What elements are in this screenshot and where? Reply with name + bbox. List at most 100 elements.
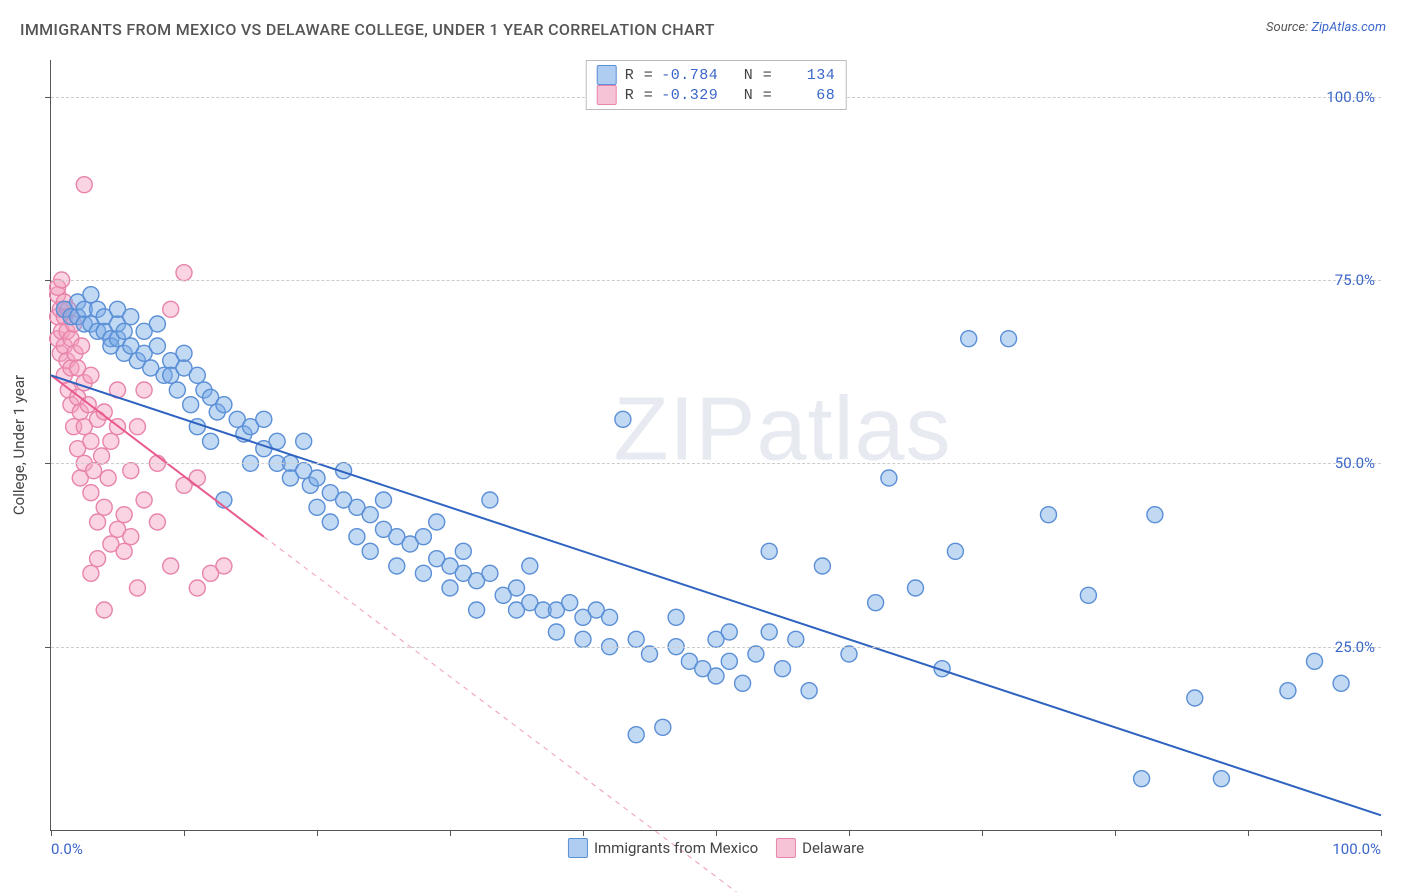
chart-plot-area: College, Under 1 year ZIPatlas R = -0.78… <box>50 60 1381 831</box>
scatter-point-mexico <box>509 580 525 596</box>
legend-n-label: N = <box>744 87 773 104</box>
scatter-point-delaware <box>86 463 102 479</box>
gridline <box>51 647 1381 648</box>
source-link[interactable]: ZipAtlas.com <box>1311 20 1386 35</box>
scatter-point-mexico <box>362 543 378 559</box>
x-tick <box>450 830 451 836</box>
scatter-point-delaware <box>123 529 139 545</box>
legend-r-value-delaware: -0.329 <box>661 87 718 104</box>
scatter-point-delaware <box>163 558 179 574</box>
x-axis-label-0: 0.0% <box>51 840 83 858</box>
scatter-point-mexico <box>721 653 737 669</box>
scatter-point-mexico <box>415 565 431 581</box>
x-tick <box>184 830 185 836</box>
legend-bottom: Immigrants from Mexico Delaware <box>568 838 864 858</box>
scatter-point-mexico <box>1307 653 1323 669</box>
legend-swatch-mexico <box>597 65 617 85</box>
scatter-point-mexico <box>708 668 724 684</box>
scatter-point-mexico <box>628 631 644 647</box>
scatter-point-mexico <box>735 675 751 691</box>
scatter-point-delaware <box>123 463 139 479</box>
x-tick <box>51 830 52 836</box>
scatter-point-mexico <box>868 595 884 611</box>
y-tick <box>45 97 51 98</box>
scatter-point-delaware <box>136 382 152 398</box>
legend-stats-row-mexico: R = -0.784 N = 134 <box>597 65 836 85</box>
legend-item-mexico: Immigrants from Mexico <box>568 838 758 858</box>
scatter-point-mexico <box>269 433 285 449</box>
legend-label-delaware: Delaware <box>802 839 864 857</box>
scatter-point-mexico <box>655 719 671 735</box>
scatter-point-mexico <box>216 397 232 413</box>
scatter-point-mexico <box>615 411 631 427</box>
scatter-point-delaware <box>100 470 116 486</box>
scatter-point-delaware <box>76 177 92 193</box>
y-tick-label: 25.0% <box>1335 638 1375 656</box>
legend-n-label: N = <box>744 67 773 84</box>
legend-r-value-mexico: -0.784 <box>661 67 718 84</box>
x-tick <box>716 830 717 836</box>
scatter-point-delaware <box>116 543 132 559</box>
x-tick <box>1115 830 1116 836</box>
scatter-point-delaware <box>96 602 112 618</box>
scatter-point-mexico <box>183 397 199 413</box>
scatter-point-mexico <box>482 565 498 581</box>
scatter-point-delaware <box>116 507 132 523</box>
scatter-point-delaware <box>74 338 90 354</box>
x-axis-label-100: 100.0% <box>1332 840 1381 858</box>
x-tick <box>1248 830 1249 836</box>
scatter-point-mexico <box>309 470 325 486</box>
y-tick-label: 50.0% <box>1335 454 1375 472</box>
scatter-point-mexico <box>575 631 591 647</box>
scatter-point-mexico <box>482 492 498 508</box>
scatter-point-mexico <box>1041 507 1057 523</box>
scatter-point-delaware <box>129 580 145 596</box>
scatter-point-mexico <box>721 624 737 640</box>
y-tick-label: 100.0% <box>1326 88 1375 106</box>
scatter-point-mexico <box>362 507 378 523</box>
scatter-point-mexico <box>881 470 897 486</box>
scatter-point-mexico <box>602 609 618 625</box>
scatter-point-delaware <box>83 433 99 449</box>
scatter-point-mexico <box>1333 675 1349 691</box>
legend-swatch-mexico-bottom <box>568 838 588 858</box>
y-tick <box>45 280 51 281</box>
scatter-point-mexico <box>642 646 658 662</box>
scatter-point-mexico <box>429 514 445 530</box>
scatter-point-mexico <box>1080 587 1096 603</box>
scatter-point-mexico <box>415 529 431 545</box>
scatter-point-mexico <box>748 646 764 662</box>
scatter-point-mexico <box>169 382 185 398</box>
scatter-point-mexico <box>149 316 165 332</box>
y-tick <box>45 463 51 464</box>
x-tick <box>583 830 584 836</box>
scatter-point-mexico <box>1134 771 1150 787</box>
scatter-point-mexico <box>455 543 471 559</box>
legend-n-value-mexico: 134 <box>780 67 835 84</box>
x-tick <box>317 830 318 836</box>
scatter-point-delaware <box>83 485 99 501</box>
scatter-point-mexico <box>469 602 485 618</box>
scatter-point-mexico <box>1001 331 1017 347</box>
scatter-point-mexico <box>189 367 205 383</box>
scatter-point-mexico <box>801 683 817 699</box>
scatter-point-mexico <box>1147 507 1163 523</box>
y-tick-label: 75.0% <box>1335 271 1375 289</box>
scatter-point-mexico <box>123 309 139 325</box>
scatter-point-mexico <box>548 624 564 640</box>
scatter-point-mexico <box>761 543 777 559</box>
scatter-point-mexico <box>947 543 963 559</box>
scatter-point-delaware <box>83 565 99 581</box>
scatter-point-mexico <box>296 433 312 449</box>
scatter-point-mexico <box>761 624 777 640</box>
scatter-point-delaware <box>163 301 179 317</box>
scatter-point-mexico <box>841 646 857 662</box>
scatter-point-mexico <box>256 411 272 427</box>
scatter-point-delaware <box>90 551 106 567</box>
scatter-point-mexico <box>83 287 99 303</box>
scatter-point-delaware <box>103 433 119 449</box>
scatter-point-mexico <box>116 323 132 339</box>
scatter-point-mexico <box>322 514 338 530</box>
scatter-point-mexico <box>1213 771 1229 787</box>
scatter-point-delaware <box>189 470 205 486</box>
